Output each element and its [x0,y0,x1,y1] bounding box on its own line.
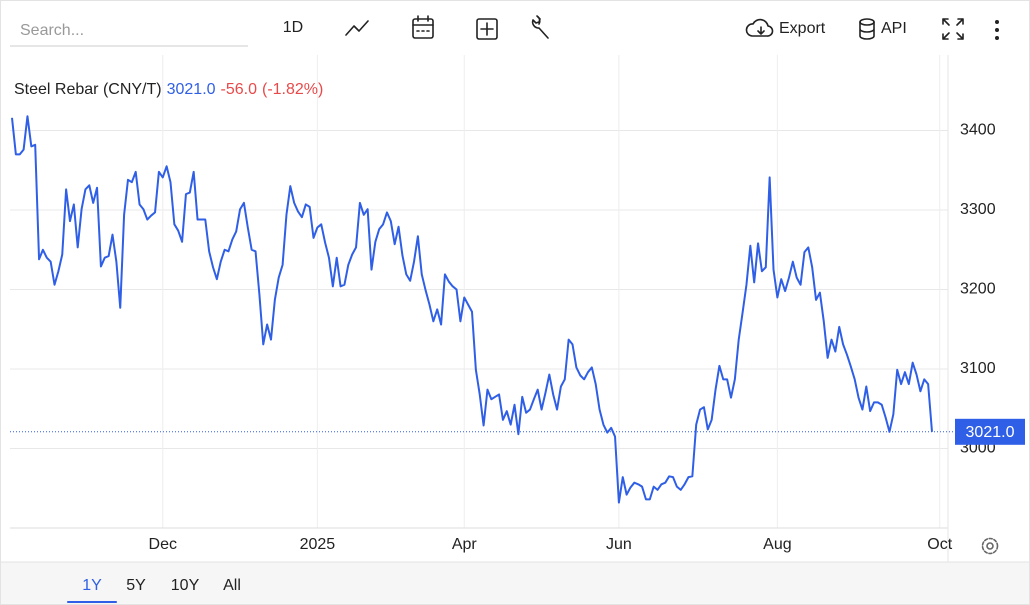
tools-icon[interactable] [531,15,549,39]
search-input[interactable]: Search... [20,22,84,39]
last-price-badge [955,418,1025,445]
x-tick-label: 2025 [300,536,336,553]
legend-change: -56.0 [221,81,258,98]
add-indicator-icon[interactable] [476,18,498,40]
calendar-icon[interactable] [412,15,434,39]
y-tick-label: 3200 [960,281,996,298]
interval-button[interactable]: 1D [283,19,303,36]
range-buttons: 1Y 5Y 10Y All [67,577,241,603]
export-button[interactable]: Export [779,20,826,37]
y-tick-label: 3400 [960,122,996,139]
fullscreen-icon[interactable] [942,18,964,40]
legend-change-pct: (-1.82%) [262,81,323,98]
range-button[interactable]: 5Y [126,577,146,594]
export-icon[interactable] [745,18,774,37]
range-button[interactable]: 1Y [82,577,102,594]
x-tick-label: Apr [452,536,478,553]
range-bar [1,562,1029,604]
legend-price: 3021.0 [167,81,216,98]
plot-area [10,55,948,528]
y-tick-label: 3300 [960,201,996,218]
more-menu-icon[interactable] [995,20,999,40]
legend-name: Steel Rebar (CNY/T) [14,81,162,98]
range-button[interactable]: 10Y [171,577,200,594]
api-icon[interactable] [859,18,875,40]
range-button[interactable]: All [223,577,241,594]
y-tick-label: 3100 [960,360,996,377]
last-price-label: 3021.0 [966,424,1015,441]
settings-icon[interactable] [981,537,999,555]
x-tick-label: Aug [763,536,791,553]
api-button[interactable]: API [881,20,907,37]
x-tick-label: Dec [149,536,177,553]
toolbar: Search... 1D Export API [10,15,999,47]
line-style-icon[interactable] [345,20,369,36]
x-tick-label: Oct [927,536,952,553]
x-tick-label: Jun [606,536,632,553]
price-line [11,115,933,504]
